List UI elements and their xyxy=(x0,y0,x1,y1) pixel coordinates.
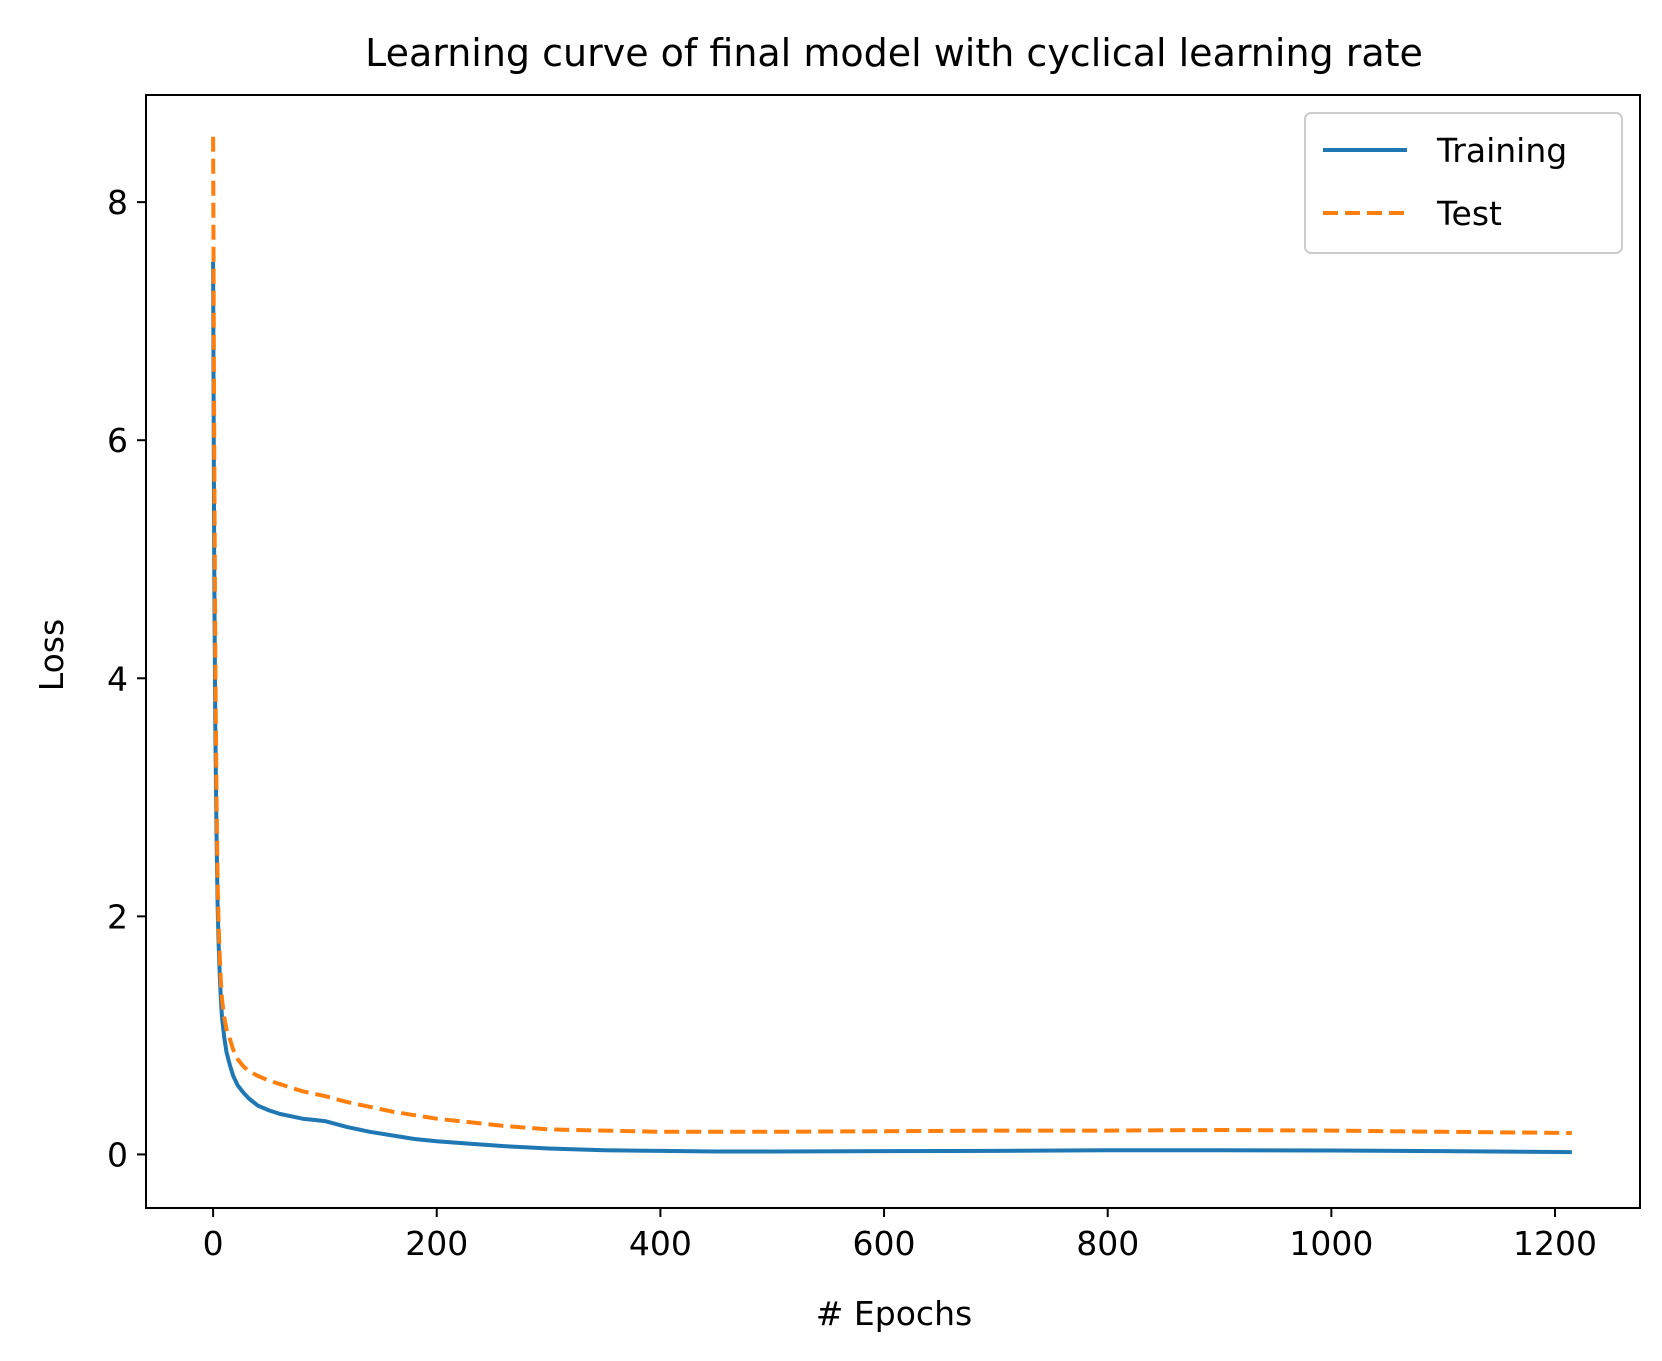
y-ticks: 0 2 4 6 8 xyxy=(107,183,146,1174)
x-tick-label: 0 xyxy=(203,1224,224,1263)
chart-title: Learning curve of final model with cycli… xyxy=(365,31,1423,75)
y-tick-label: 6 xyxy=(107,421,128,460)
legend: Training Test xyxy=(1304,112,1623,254)
x-tick-label: 600 xyxy=(853,1224,916,1263)
plot-area xyxy=(146,95,1640,1208)
axes-frame xyxy=(145,94,1641,1209)
y-tick-label: 8 xyxy=(107,183,128,222)
x-tick-label: 1200 xyxy=(1513,1224,1597,1263)
x-axis-label: # Epochs xyxy=(816,1294,972,1333)
x-ticks: 0 200 400 600 800 1000 1200 xyxy=(203,1208,1597,1263)
y-tick-label: 2 xyxy=(107,897,128,936)
series-lines xyxy=(211,136,1572,1155)
x-tick-label: 800 xyxy=(1076,1224,1139,1263)
x-tick-label: 400 xyxy=(629,1224,692,1263)
x-tick-label: 200 xyxy=(405,1224,468,1263)
x-tick-label: 1000 xyxy=(1289,1224,1373,1263)
series-line-test xyxy=(211,136,1572,1135)
legend-label-training: Training xyxy=(1436,131,1567,170)
y-axis-label: Loss xyxy=(32,619,71,691)
legend-label-test: Test xyxy=(1436,194,1502,233)
y-tick-label: 0 xyxy=(107,1135,128,1174)
y-tick-label: 4 xyxy=(107,659,128,698)
